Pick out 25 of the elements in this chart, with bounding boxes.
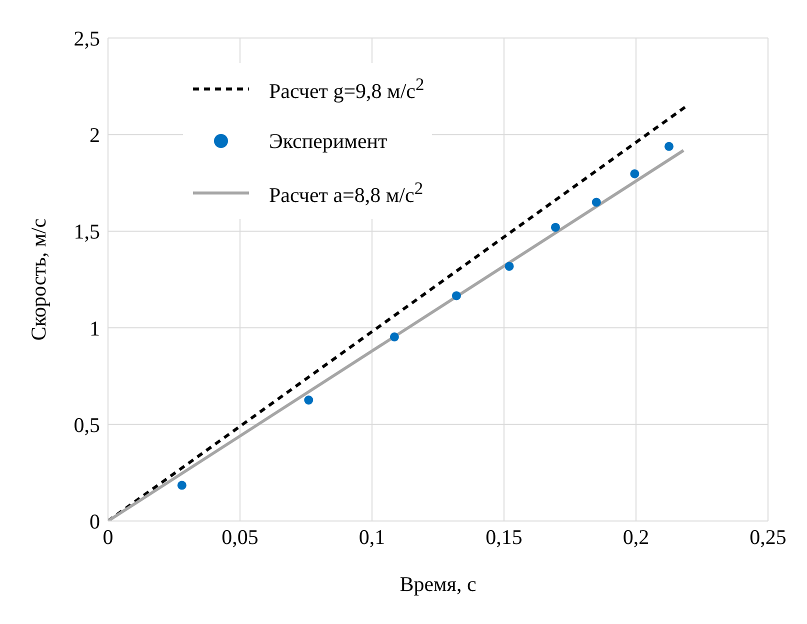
point [452, 291, 461, 300]
legend-label: Эксперимент [269, 128, 388, 154]
x-tick-label: 0,05 [222, 524, 258, 549]
x-tick-label: 0,25 [750, 524, 786, 549]
legend-label: Расчет g=9,8 м/с$^{2}$ [269, 74, 424, 104]
y-tick-label: 0,5 [74, 412, 100, 437]
point [664, 142, 674, 151]
point [304, 396, 314, 405]
point [592, 198, 601, 207]
y-tick-label: 2,5 [74, 26, 100, 50]
x-tick-label: 0,2 [622, 524, 650, 549]
y-tick-label: 1 [90, 316, 100, 340]
x-tick-label: 0,15 [486, 524, 522, 549]
point [550, 222, 560, 232]
point [630, 169, 640, 178]
x-axis-title: Время, с [400, 572, 476, 596]
x-tick-label: 0,1 [358, 524, 386, 549]
point [390, 332, 399, 342]
point [177, 480, 186, 490]
legend-label: Расчет a=8,8 м/с$^{2}$ [269, 178, 424, 208]
y-tick-label: 2 [90, 123, 100, 148]
y-tick-label: 1,5 [74, 220, 100, 244]
point [504, 262, 514, 271]
y-axis-title: Скорость, м/с [26, 218, 50, 341]
y-tick-label: 0 [90, 509, 100, 534]
